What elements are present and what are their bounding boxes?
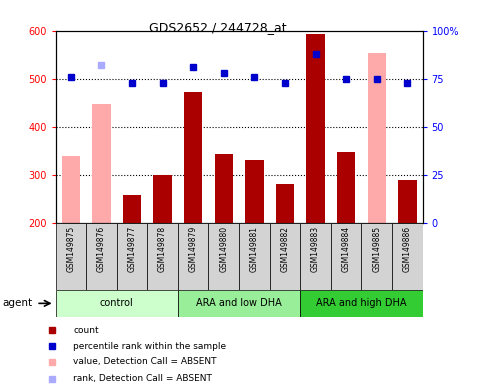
Bar (154, 175, 172, 223)
Bar (117, 223, 147, 290)
Bar (276, 184, 294, 223)
Bar (270, 223, 300, 290)
Text: ARA and low DHA: ARA and low DHA (196, 298, 282, 308)
Text: control: control (100, 298, 134, 308)
Bar (209, 223, 239, 290)
Text: percentile rank within the sample: percentile rank within the sample (73, 342, 227, 351)
Bar (361, 223, 392, 290)
Text: GSM149880: GSM149880 (219, 226, 228, 272)
Text: GSM149885: GSM149885 (372, 226, 381, 272)
Bar (147, 223, 178, 290)
Bar (56, 290, 178, 317)
Bar (178, 290, 300, 317)
Bar (368, 53, 386, 223)
Bar (62, 156, 80, 223)
Bar (398, 180, 416, 223)
Text: ARA and high DHA: ARA and high DHA (316, 298, 407, 308)
Text: GSM149879: GSM149879 (189, 226, 198, 272)
Bar (300, 290, 423, 317)
Text: GSM149883: GSM149883 (311, 226, 320, 272)
Text: value, Detection Call = ABSENT: value, Detection Call = ABSENT (73, 357, 217, 366)
Text: rank, Detection Call = ABSENT: rank, Detection Call = ABSENT (73, 374, 213, 383)
Bar (214, 154, 233, 223)
Bar (331, 223, 361, 290)
Bar (56, 223, 86, 290)
Text: GSM149886: GSM149886 (403, 226, 412, 272)
Text: GSM149884: GSM149884 (341, 226, 351, 272)
Bar (92, 104, 111, 223)
Bar (86, 223, 117, 290)
Text: count: count (73, 326, 99, 335)
Bar (337, 152, 355, 223)
Bar (306, 34, 325, 223)
Text: GSM149882: GSM149882 (281, 226, 289, 272)
Bar (392, 223, 423, 290)
Bar (184, 92, 202, 223)
Text: GSM149881: GSM149881 (250, 226, 259, 272)
Text: GDS2652 / 244728_at: GDS2652 / 244728_at (149, 21, 286, 34)
Bar (245, 161, 264, 223)
Bar (300, 223, 331, 290)
Bar (239, 223, 270, 290)
Text: GSM149877: GSM149877 (128, 226, 137, 272)
Bar (178, 223, 209, 290)
Text: agent: agent (2, 298, 32, 308)
Text: GSM149876: GSM149876 (97, 226, 106, 272)
Text: GSM149878: GSM149878 (158, 226, 167, 272)
Bar (123, 195, 141, 223)
Text: GSM149875: GSM149875 (66, 226, 75, 272)
